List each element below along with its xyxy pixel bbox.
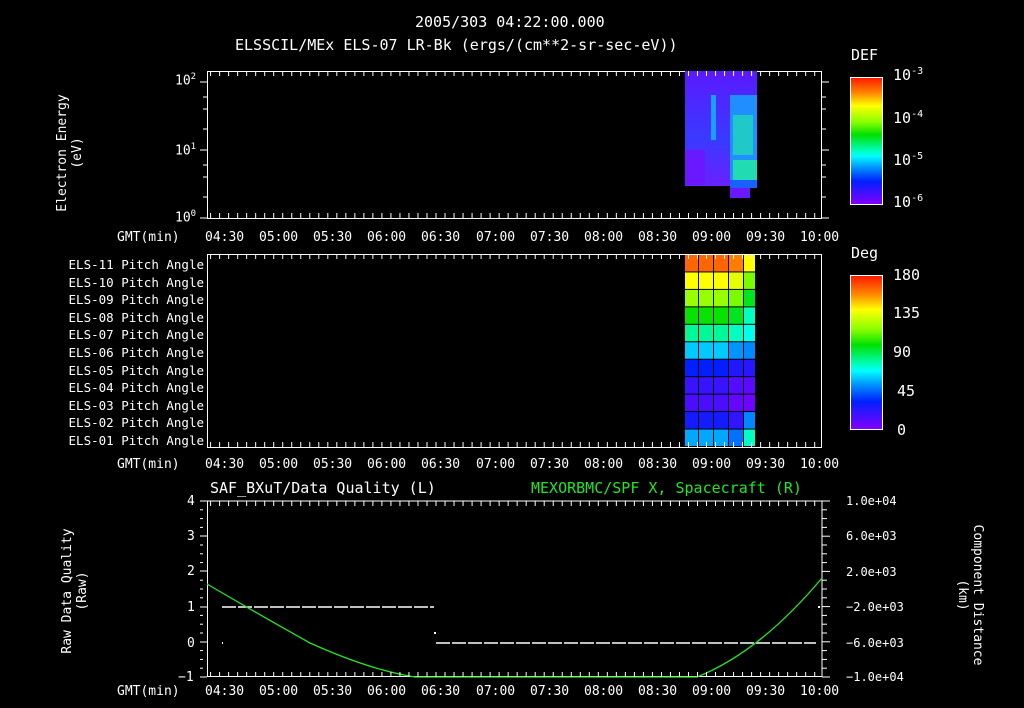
time-tick: 07:00	[476, 684, 515, 699]
spacecraft-x-line	[207, 578, 822, 677]
time-tick: 08:00	[584, 684, 623, 699]
time-axis-label: GMT(min)	[117, 684, 180, 699]
time-tick: 06:30	[421, 684, 460, 699]
time-tick: 05:00	[259, 684, 298, 699]
time-tick: 08:30	[638, 684, 677, 699]
time-tick: 09:30	[746, 684, 785, 699]
time-tick: 04:30	[205, 684, 244, 699]
time-tick: 05:30	[313, 684, 352, 699]
time-tick: 06:00	[367, 684, 406, 699]
time-tick: 10:00	[800, 684, 839, 699]
time-tick: 09:00	[692, 684, 731, 699]
panel3-lines	[0, 0, 1024, 708]
time-tick: 07:30	[530, 684, 569, 699]
